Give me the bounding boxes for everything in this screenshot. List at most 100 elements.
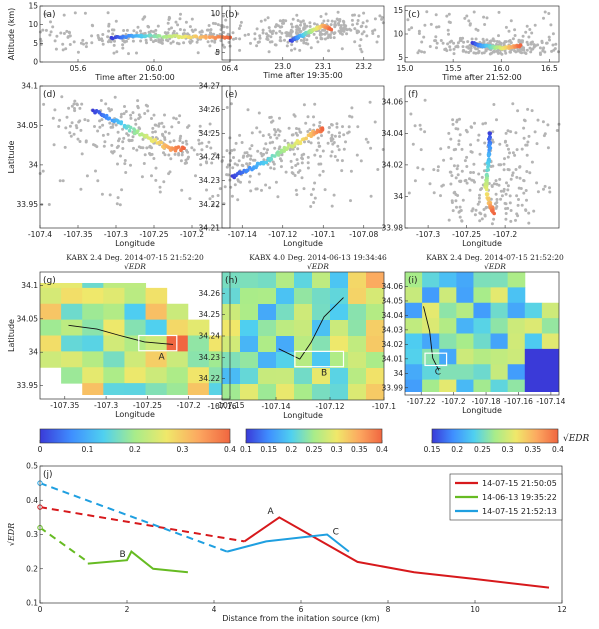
panel-g-cell (61, 335, 83, 352)
panel-d-background-point (151, 130, 155, 134)
panel-d-background-point (135, 148, 139, 152)
panel-f-background-point (473, 213, 477, 217)
panel-a-background-point (209, 28, 213, 32)
panel-b-background-point (313, 22, 316, 26)
panel-f-background-point (454, 176, 458, 180)
panel-i-cell (439, 348, 457, 365)
panel-a-background-point (64, 47, 68, 51)
panel-a-background-point (61, 42, 65, 46)
panel-f-background-point (492, 182, 496, 186)
panel-c-background-point (499, 41, 503, 45)
panel-b-background-point (308, 21, 312, 25)
panel-f-background-point (514, 131, 518, 135)
panel-b-background-point (290, 43, 294, 47)
panel-c-background-point (456, 44, 459, 48)
panel-d-background-point (116, 144, 120, 148)
panel-e-background-point (317, 141, 321, 145)
panel-f-background-point (491, 164, 495, 168)
panel-g-cell (103, 319, 125, 336)
panel-a-background-point (62, 32, 66, 35)
panel-e-background-point (340, 169, 344, 173)
panel-e-background-point (300, 156, 304, 160)
panel-a-background-point (49, 30, 53, 34)
colorbar-g-tick-label: 0.4 (224, 445, 236, 454)
panel-e-background-point (295, 158, 299, 162)
panel-f-background-point (515, 148, 519, 152)
panel-a-background-point (59, 31, 63, 35)
panel-e-background-point (329, 154, 333, 158)
panel-d-background-point (208, 130, 212, 134)
panel-d-background-point (170, 125, 174, 129)
panel-h-cell (366, 352, 384, 369)
panel-f-background-point (509, 209, 513, 212)
panel-e-background-point (271, 160, 275, 164)
panel-e-background-point (347, 125, 351, 129)
panel-i-cell (541, 302, 559, 319)
panel-h-cell (312, 336, 331, 353)
panel-e-background-point (316, 136, 320, 140)
panel-c-background-point (526, 43, 530, 47)
colorbar-i-tick-label: 0.25 (474, 445, 491, 454)
panel-c-background-point (543, 10, 547, 14)
panel-d-background-point (125, 132, 129, 136)
panel-a-background-point (65, 29, 69, 33)
panel-d-background-point (110, 143, 114, 147)
panel-a-background-point (73, 11, 77, 15)
panel-e-background-point (269, 135, 272, 139)
panel-e-background-point (292, 152, 296, 156)
panel-d-background-point (120, 188, 124, 192)
panel-d-background-point (141, 137, 145, 141)
panel-i-cell (507, 379, 526, 392)
panel-b-background-point (299, 30, 303, 33)
panel-d-background-point (146, 109, 150, 113)
panel-b-background-point (234, 37, 238, 40)
panel-i-cell (405, 272, 423, 288)
panel-d-xtick-label: -107.25 (140, 230, 169, 239)
panel-f-background-point (474, 208, 478, 212)
panel-a-background-point (217, 49, 221, 53)
panel-h-cell (276, 272, 295, 289)
panel-h-cell (258, 304, 277, 321)
panel-d-background-point (41, 169, 45, 173)
panel-f-background-point (416, 166, 420, 170)
panel-b-background-point (278, 36, 282, 39)
panel-b-background-point (365, 19, 369, 23)
panel-d-background-point (52, 143, 56, 147)
panel-d-background-point (192, 148, 196, 152)
panel-h-xlabel: Longitude (283, 411, 323, 420)
panel-f-background-point (503, 140, 507, 144)
panel-d-xtick-label: -107.35 (64, 230, 93, 239)
panel-c-background-point (504, 25, 508, 29)
panel-e-background-point (290, 141, 294, 145)
panel-a-background-point (177, 42, 181, 46)
panel-e-background-point (369, 146, 373, 150)
panel-e-xtick-label: -107.12 (268, 230, 297, 239)
panel-e-background-point (283, 139, 287, 143)
panel-d-background-point (137, 113, 141, 117)
panel-e-background-point (248, 162, 252, 165)
panel-j-ytick-label: 0.1 (26, 599, 38, 608)
panel-b-background-point (353, 27, 357, 31)
panel-h-cell (312, 384, 331, 400)
panel-h-heatmap-cells (222, 272, 384, 400)
panel-b-background-point (290, 48, 293, 52)
panel-f-background-point (506, 188, 510, 192)
panel-f-background-point (490, 222, 494, 226)
panel-d-background-point (158, 190, 162, 194)
colorbar-h-tick-label: 0.2 (285, 445, 297, 454)
panel-d-track-point (159, 140, 164, 145)
colorbar-h-bar (245, 428, 383, 444)
panel-a-background-point (144, 38, 148, 42)
panel-i-cell (405, 364, 423, 381)
panel-d-background-point (160, 121, 164, 125)
panel-h-xtick-label: -107.16 (208, 402, 237, 411)
panel-b-xtick-label: 23.0 (274, 62, 291, 71)
panel-e-track-point (273, 154, 277, 158)
panel-e-background-point (318, 121, 322, 124)
panel-b-background-point (290, 30, 294, 33)
panel-f-background-point (541, 120, 545, 124)
panel-a-background-point (190, 28, 194, 32)
panel-g-xtick-label: -107.35 (50, 401, 79, 410)
panel-d-ytick-label: 34 (28, 160, 38, 169)
panel-i-cell (422, 302, 440, 319)
